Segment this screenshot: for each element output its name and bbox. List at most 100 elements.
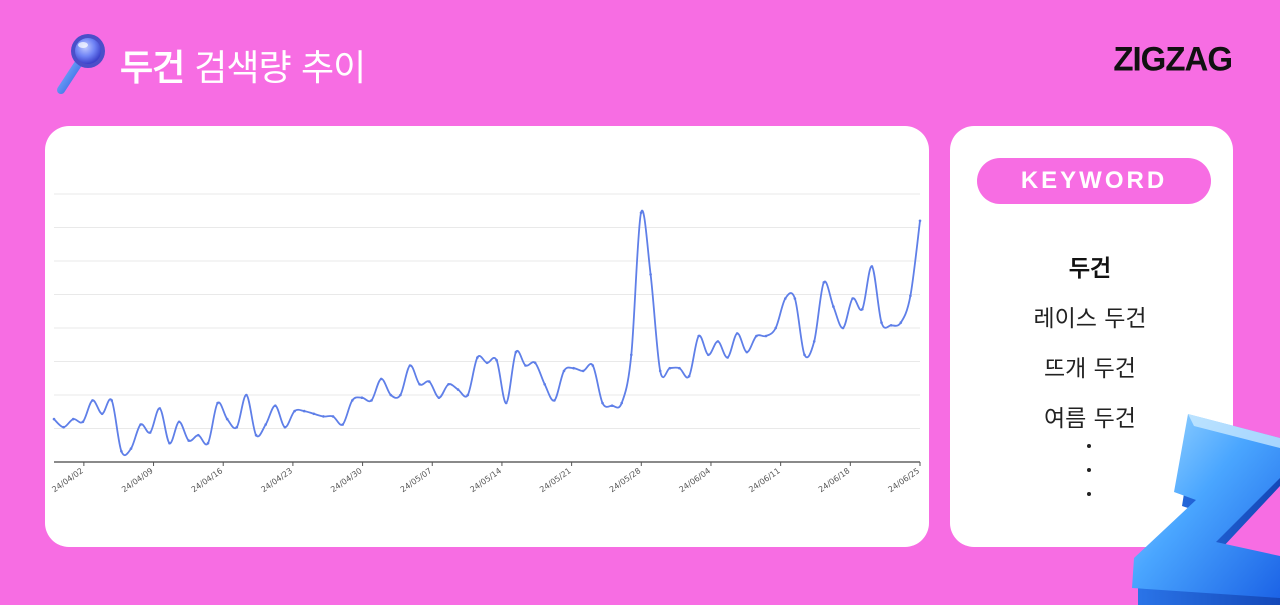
data-point [91, 399, 94, 402]
keyword-item[interactable]: 레이스 두건 [1033, 306, 1147, 332]
data-point [312, 412, 316, 416]
data-point [620, 401, 623, 405]
data-point [630, 353, 633, 357]
search-trend-chart: 24/04/02 24/04/09 24/04/16 24/04/23 24/04/30… [50, 193, 922, 494]
x-tick-label: 24/04/02 [50, 466, 85, 494]
data-point [197, 433, 200, 437]
data-point [331, 415, 335, 418]
data-point [572, 366, 575, 370]
keyword-item[interactable]: 뜨개 두건 [1044, 356, 1136, 382]
data-point [726, 356, 729, 359]
magnifier-icon [57, 34, 105, 94]
data-point [187, 439, 190, 442]
series-line [53, 209, 921, 457]
data-point [668, 366, 672, 370]
data-point [610, 404, 614, 408]
data-point [264, 423, 267, 426]
keyword-item[interactable]: 두건 [1068, 256, 1112, 282]
keyword-list: 두건 레이스 두건 뜨개 두건 여름 두건 [950, 254, 1230, 454]
x-tick-label: 24/05/14 [468, 466, 503, 494]
data-point [735, 332, 739, 335]
zigzag-z-decoration-icon [1132, 414, 1280, 605]
data-point [697, 334, 700, 338]
data-point [466, 393, 470, 397]
data-point [812, 340, 816, 343]
data-point [909, 294, 912, 298]
data-point [562, 369, 566, 373]
data-point [899, 321, 903, 324]
data-point [177, 420, 181, 424]
data-point [581, 369, 585, 373]
data-point [389, 393, 393, 397]
data-point [687, 374, 691, 378]
data-point [553, 399, 556, 402]
title-rest: 검색량 추이 [194, 48, 366, 89]
data-point [52, 417, 56, 421]
chart-card: 24/04/02 24/04/09 24/04/16 24/04/23 24/04/30… [45, 126, 929, 547]
data-point [832, 305, 835, 308]
data-point [225, 417, 229, 421]
data-point [418, 383, 421, 386]
data-point [322, 415, 325, 418]
data-point [793, 297, 797, 300]
x-tick-label: 24/04/23 [259, 466, 294, 494]
keyword-item[interactable]: 여름 두건 [1044, 406, 1136, 432]
data-point [716, 340, 720, 343]
data-point [533, 361, 537, 365]
data-point [81, 420, 85, 424]
data-point [158, 407, 162, 410]
data-point [918, 219, 922, 223]
data-point [254, 433, 258, 437]
data-point [639, 211, 643, 215]
data-point [870, 265, 874, 268]
keyword-pill: KEYWORD [977, 158, 1211, 204]
data-point [591, 364, 595, 367]
data-point [880, 321, 883, 324]
data-point [370, 399, 373, 402]
data-point [293, 409, 296, 413]
data-point [100, 412, 104, 416]
x-tick-label: 24/04/16 [190, 466, 225, 494]
data-point [206, 441, 210, 445]
data-point [774, 326, 777, 330]
data-point [851, 297, 854, 300]
data-point [71, 417, 75, 421]
data-point [707, 353, 710, 357]
data-point [62, 425, 65, 429]
data-point [514, 350, 518, 354]
page-title: 두건 검색량 추이 [120, 39, 366, 91]
data-point [658, 369, 662, 373]
data-point [302, 409, 306, 413]
data-point [889, 324, 893, 327]
data-point [745, 350, 749, 354]
data-point [235, 425, 239, 429]
data-point [764, 334, 768, 338]
data-point [148, 431, 152, 434]
data-point [495, 358, 498, 362]
x-tick-label: 24/06/04 [678, 466, 713, 494]
data-point [861, 307, 864, 311]
data-point [139, 423, 142, 426]
data-point [649, 273, 652, 276]
data-point [678, 366, 681, 370]
x-tick-label: 24/06/25 [887, 466, 922, 494]
data-point [351, 399, 354, 402]
x-tick-label: 24/04/30 [329, 466, 364, 494]
data-point [408, 364, 412, 367]
x-tick-label: 24/06/11 [747, 466, 782, 494]
data-point [447, 383, 450, 386]
data-point [784, 297, 787, 300]
data-point [341, 423, 345, 426]
data-point [456, 388, 460, 391]
x-tick-label: 24/05/28 [608, 466, 643, 494]
data-point [283, 425, 287, 429]
data-point [168, 441, 171, 445]
x-tick-label: 24/06/18 [817, 466, 852, 494]
x-tick-label: 24/05/21 [538, 466, 573, 494]
data-point [822, 281, 826, 284]
x-tick-label: 24/05/07 [399, 466, 434, 494]
data-point [379, 377, 383, 381]
data-point [437, 396, 441, 400]
data-point [428, 380, 431, 383]
data-point [524, 364, 527, 367]
